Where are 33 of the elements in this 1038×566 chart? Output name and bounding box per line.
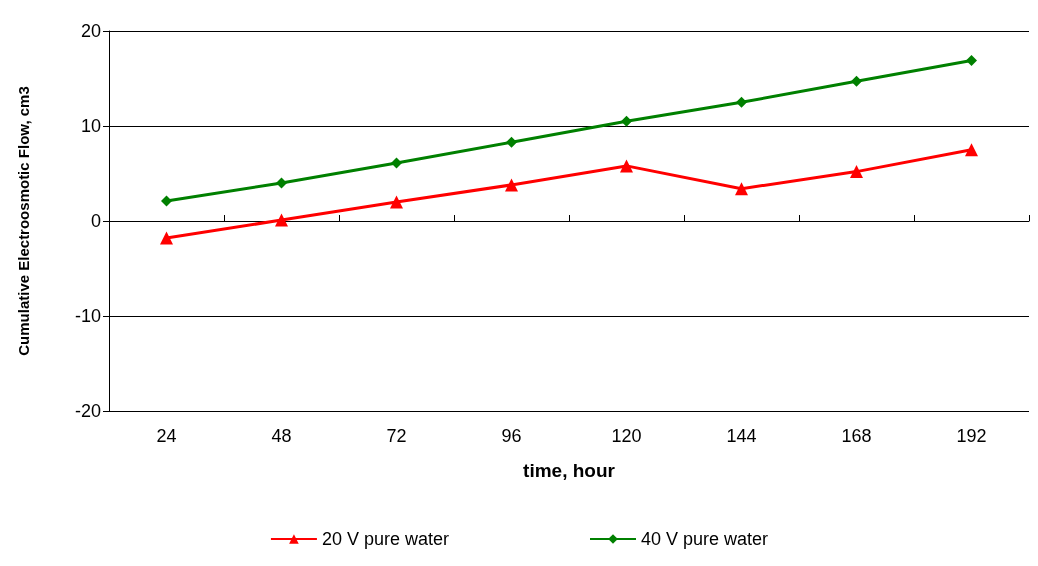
y-tick-label: 10 <box>80 116 101 136</box>
point <box>735 182 748 196</box>
x-tick-label: 96 <box>501 426 522 446</box>
x-tick-label: 168 <box>841 426 872 446</box>
point <box>850 165 863 179</box>
point <box>160 231 173 245</box>
point <box>621 115 632 127</box>
point <box>505 178 518 192</box>
point <box>851 75 862 87</box>
legend-label: 40 V pure water <box>641 529 769 549</box>
point <box>391 157 402 169</box>
point <box>276 177 287 189</box>
x-axis-title: time, hour <box>523 460 616 481</box>
x-tick-label: 48 <box>271 426 292 446</box>
y-tick-label: 20 <box>80 21 101 41</box>
point <box>275 213 288 227</box>
y-axis-title: Cumulative Electroosmotic Flow, cm3 <box>15 86 32 356</box>
point <box>966 54 977 66</box>
y-tick-label: -10 <box>74 306 101 326</box>
point <box>161 195 172 207</box>
x-tick-label: 120 <box>611 426 642 446</box>
point <box>965 143 978 157</box>
y-tick-label: -20 <box>74 401 101 421</box>
x-tick-label: 144 <box>726 426 757 446</box>
legend-label: 20 V pure water <box>321 529 450 549</box>
x-tick-label: 192 <box>956 426 987 446</box>
x-tick-label: 24 <box>156 426 177 446</box>
point <box>506 136 517 148</box>
y-tick-label: 0 <box>90 211 101 231</box>
point <box>736 96 747 108</box>
point <box>620 159 633 173</box>
x-tick-label: 72 <box>386 426 407 446</box>
point <box>390 195 403 209</box>
